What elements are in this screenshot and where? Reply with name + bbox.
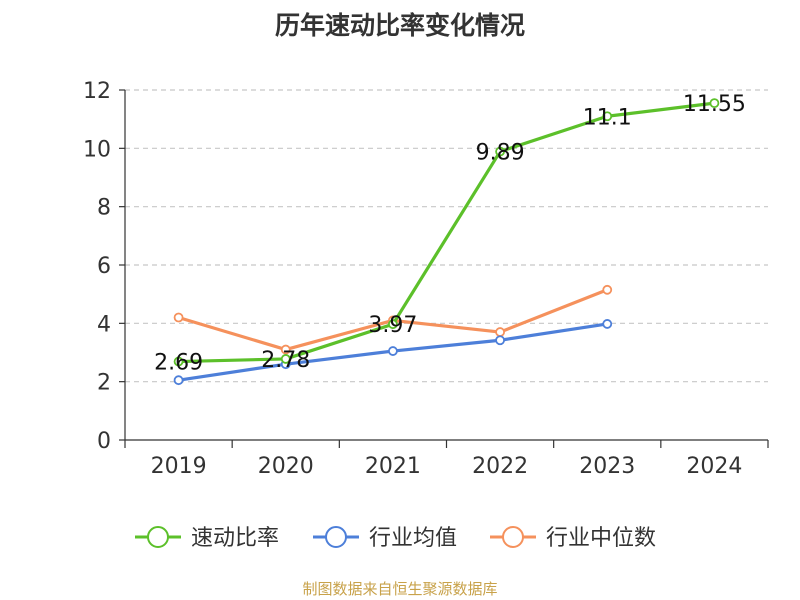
data-label: 2.69 [154, 351, 203, 376]
legend-label: 行业均值 [369, 526, 457, 551]
y-tick-label: 6 [97, 254, 111, 279]
data-label: 3.97 [368, 313, 417, 338]
series-lines [173, 98, 720, 386]
data-point[interactable] [173, 356, 184, 367]
data-point[interactable] [495, 327, 505, 337]
data-point[interactable] [602, 319, 613, 329]
legend-label: 速动比率 [191, 526, 279, 551]
data-point[interactable] [173, 375, 184, 386]
data-point[interactable] [602, 284, 613, 295]
x-tick-label: 2021 [365, 454, 421, 479]
data-point[interactable] [709, 98, 720, 109]
data-point[interactable] [388, 319, 398, 330]
series-line [178, 101, 715, 364]
data-point[interactable] [173, 312, 184, 323]
y-tick-label: 12 [83, 79, 111, 104]
x-tick-label: 2020 [258, 454, 314, 479]
data-point[interactable] [602, 111, 613, 122]
x-tick-label: 2023 [579, 454, 635, 479]
y-tick-label: 8 [97, 196, 111, 221]
chart-title: 历年速动比率变化情况 [275, 11, 525, 40]
y-tick-label: 2 [97, 371, 111, 396]
legend-marker [502, 526, 524, 548]
data-labels: 2.69 2.78 3.97 9.89 11.1 11.55 [154, 92, 746, 375]
data-point[interactable] [495, 335, 505, 346]
axes: 0 2 4 6 8 10 12 2019 2020 2021 2022 2023 2024 [83, 79, 769, 479]
data-point[interactable] [280, 354, 291, 364]
x-tick-label: 2024 [686, 454, 742, 479]
legend-marker [147, 526, 169, 548]
source-note: 制图数据来自恒生聚源数据库 [302, 580, 497, 598]
legend-item-行业中位数[interactable]: 行业中位数 [490, 526, 656, 551]
legend-marker [325, 526, 347, 548]
y-tick-label: 4 [97, 312, 111, 337]
x-tick-label: 2022 [472, 454, 528, 479]
data-point[interactable] [280, 344, 291, 355]
y-tick-label: 10 [83, 137, 111, 162]
data-label: 9.89 [476, 141, 525, 166]
data-label: 2.78 [261, 348, 310, 373]
legend-item-速动比率[interactable]: 速动比率 [135, 526, 279, 551]
legend-item-行业均值[interactable]: 行业均值 [313, 526, 457, 551]
series-速动比率 [173, 98, 720, 367]
y-tick-label: 0 [97, 429, 111, 454]
x-tick-label: 2019 [151, 454, 207, 479]
data-label: 11.1 [583, 105, 632, 130]
legend[interactable]: 速动比率 行业均值 行业中位数 [135, 526, 656, 551]
data-point[interactable] [495, 146, 505, 157]
grid-lines [125, 89, 768, 383]
data-label: 11.55 [683, 92, 746, 117]
data-point[interactable] [388, 346, 398, 356]
legend-label: 行业中位数 [546, 526, 656, 551]
